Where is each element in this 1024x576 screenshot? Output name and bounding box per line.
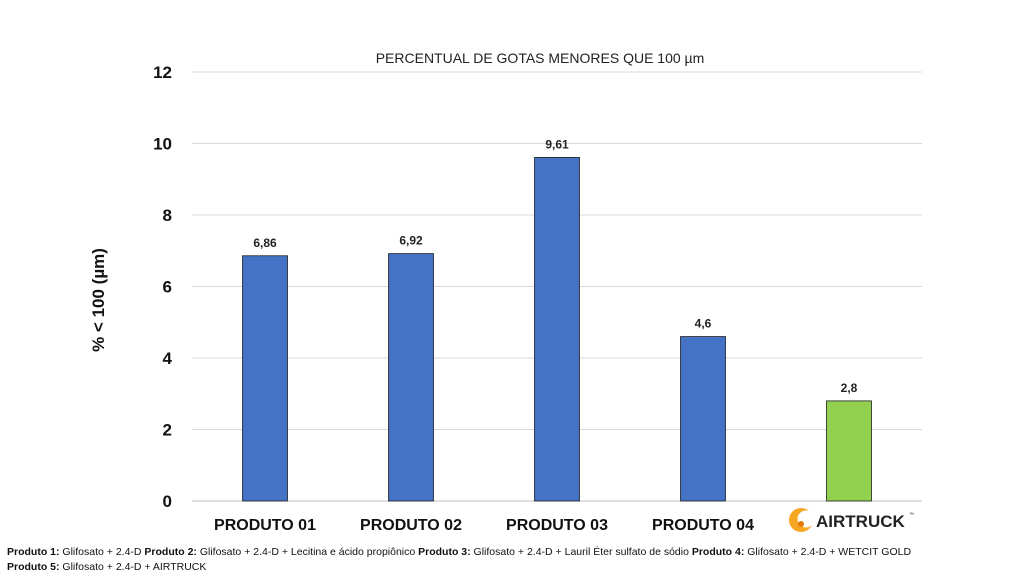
legend-name-2: Produto 2: <box>144 546 197 558</box>
legend-name-3: Produto 3: <box>418 546 471 558</box>
bar-1 <box>242 255 288 502</box>
airtruck-logo: AIRTRUCK ™ <box>789 508 914 532</box>
legend-name-1: Produto 1: <box>7 546 60 558</box>
y-tick-label: 8 <box>163 206 172 225</box>
y-tick-label: 0 <box>163 492 172 511</box>
legend-desc-1: Glifosato + 2.4-D <box>59 546 145 558</box>
y-axis-label: % < 100 (µm) <box>89 248 108 352</box>
x-tick-label-2: PRODUTO 02 <box>360 517 462 534</box>
legend-name-4: Produto 4: <box>691 546 745 558</box>
x-tick-label-3: PRODUTO 03 <box>506 517 608 534</box>
y-tick-label: 10 <box>153 135 172 154</box>
bars <box>242 157 872 502</box>
data-label-3: 9,61 <box>545 137 569 151</box>
logo-emblem-dot <box>798 521 804 527</box>
x-axis-ticks: PRODUTO 01 PRODUTO 02 PRODUTO 03 PRODUTO 04 <box>214 517 754 534</box>
y-tick-label: 6 <box>163 278 172 297</box>
legend-desc-4: Glifosato + 2.4-D + WETCIT GOLD <box>744 546 912 558</box>
legend-desc-3: Glifosato + 2.4-D + Lauril Éter sulfato … <box>470 546 692 558</box>
bar-2 <box>388 253 434 502</box>
bar-4 <box>680 336 726 502</box>
data-label-4: 4,6 <box>695 317 712 331</box>
y-axis-ticks: 0 2 4 6 8 10 12 <box>153 63 172 511</box>
x-tick-label-1: PRODUTO 01 <box>214 517 316 534</box>
y-tick-label: 2 <box>163 421 172 440</box>
data-label-2: 6,92 <box>399 234 423 248</box>
logo-trademark: ™ <box>909 512 914 518</box>
x-tick-label-5: AIRTRUCK <box>816 512 905 531</box>
product-legend: Produto 1: Glifosato + 2.4-D Produto 2: … <box>7 545 1017 575</box>
bar-chart: PERCENTUAL DE GOTAS MENORES QUE 100 µm 0… <box>89 50 922 534</box>
legend-name-5: Produto 5: <box>7 561 60 573</box>
x-tick-label-4: PRODUTO 04 <box>652 517 754 534</box>
y-tick-label: 4 <box>163 349 173 368</box>
legend-desc-2: Glifosato + 2.4-D + Lecitina e ácido pro… <box>196 546 419 558</box>
data-label-5: 2,8 <box>841 381 858 395</box>
data-labels: 6,86 6,92 9,61 4,6 2,8 <box>253 137 857 394</box>
data-label-1: 6,86 <box>253 236 277 250</box>
bar-3 <box>534 157 580 502</box>
y-tick-label: 12 <box>153 63 172 82</box>
bar-5 <box>826 400 872 502</box>
chart-title: PERCENTUAL DE GOTAS MENORES QUE 100 µm <box>376 50 705 66</box>
legend-desc-5: Glifosato + 2.4-D + AIRTRUCK <box>59 561 207 573</box>
